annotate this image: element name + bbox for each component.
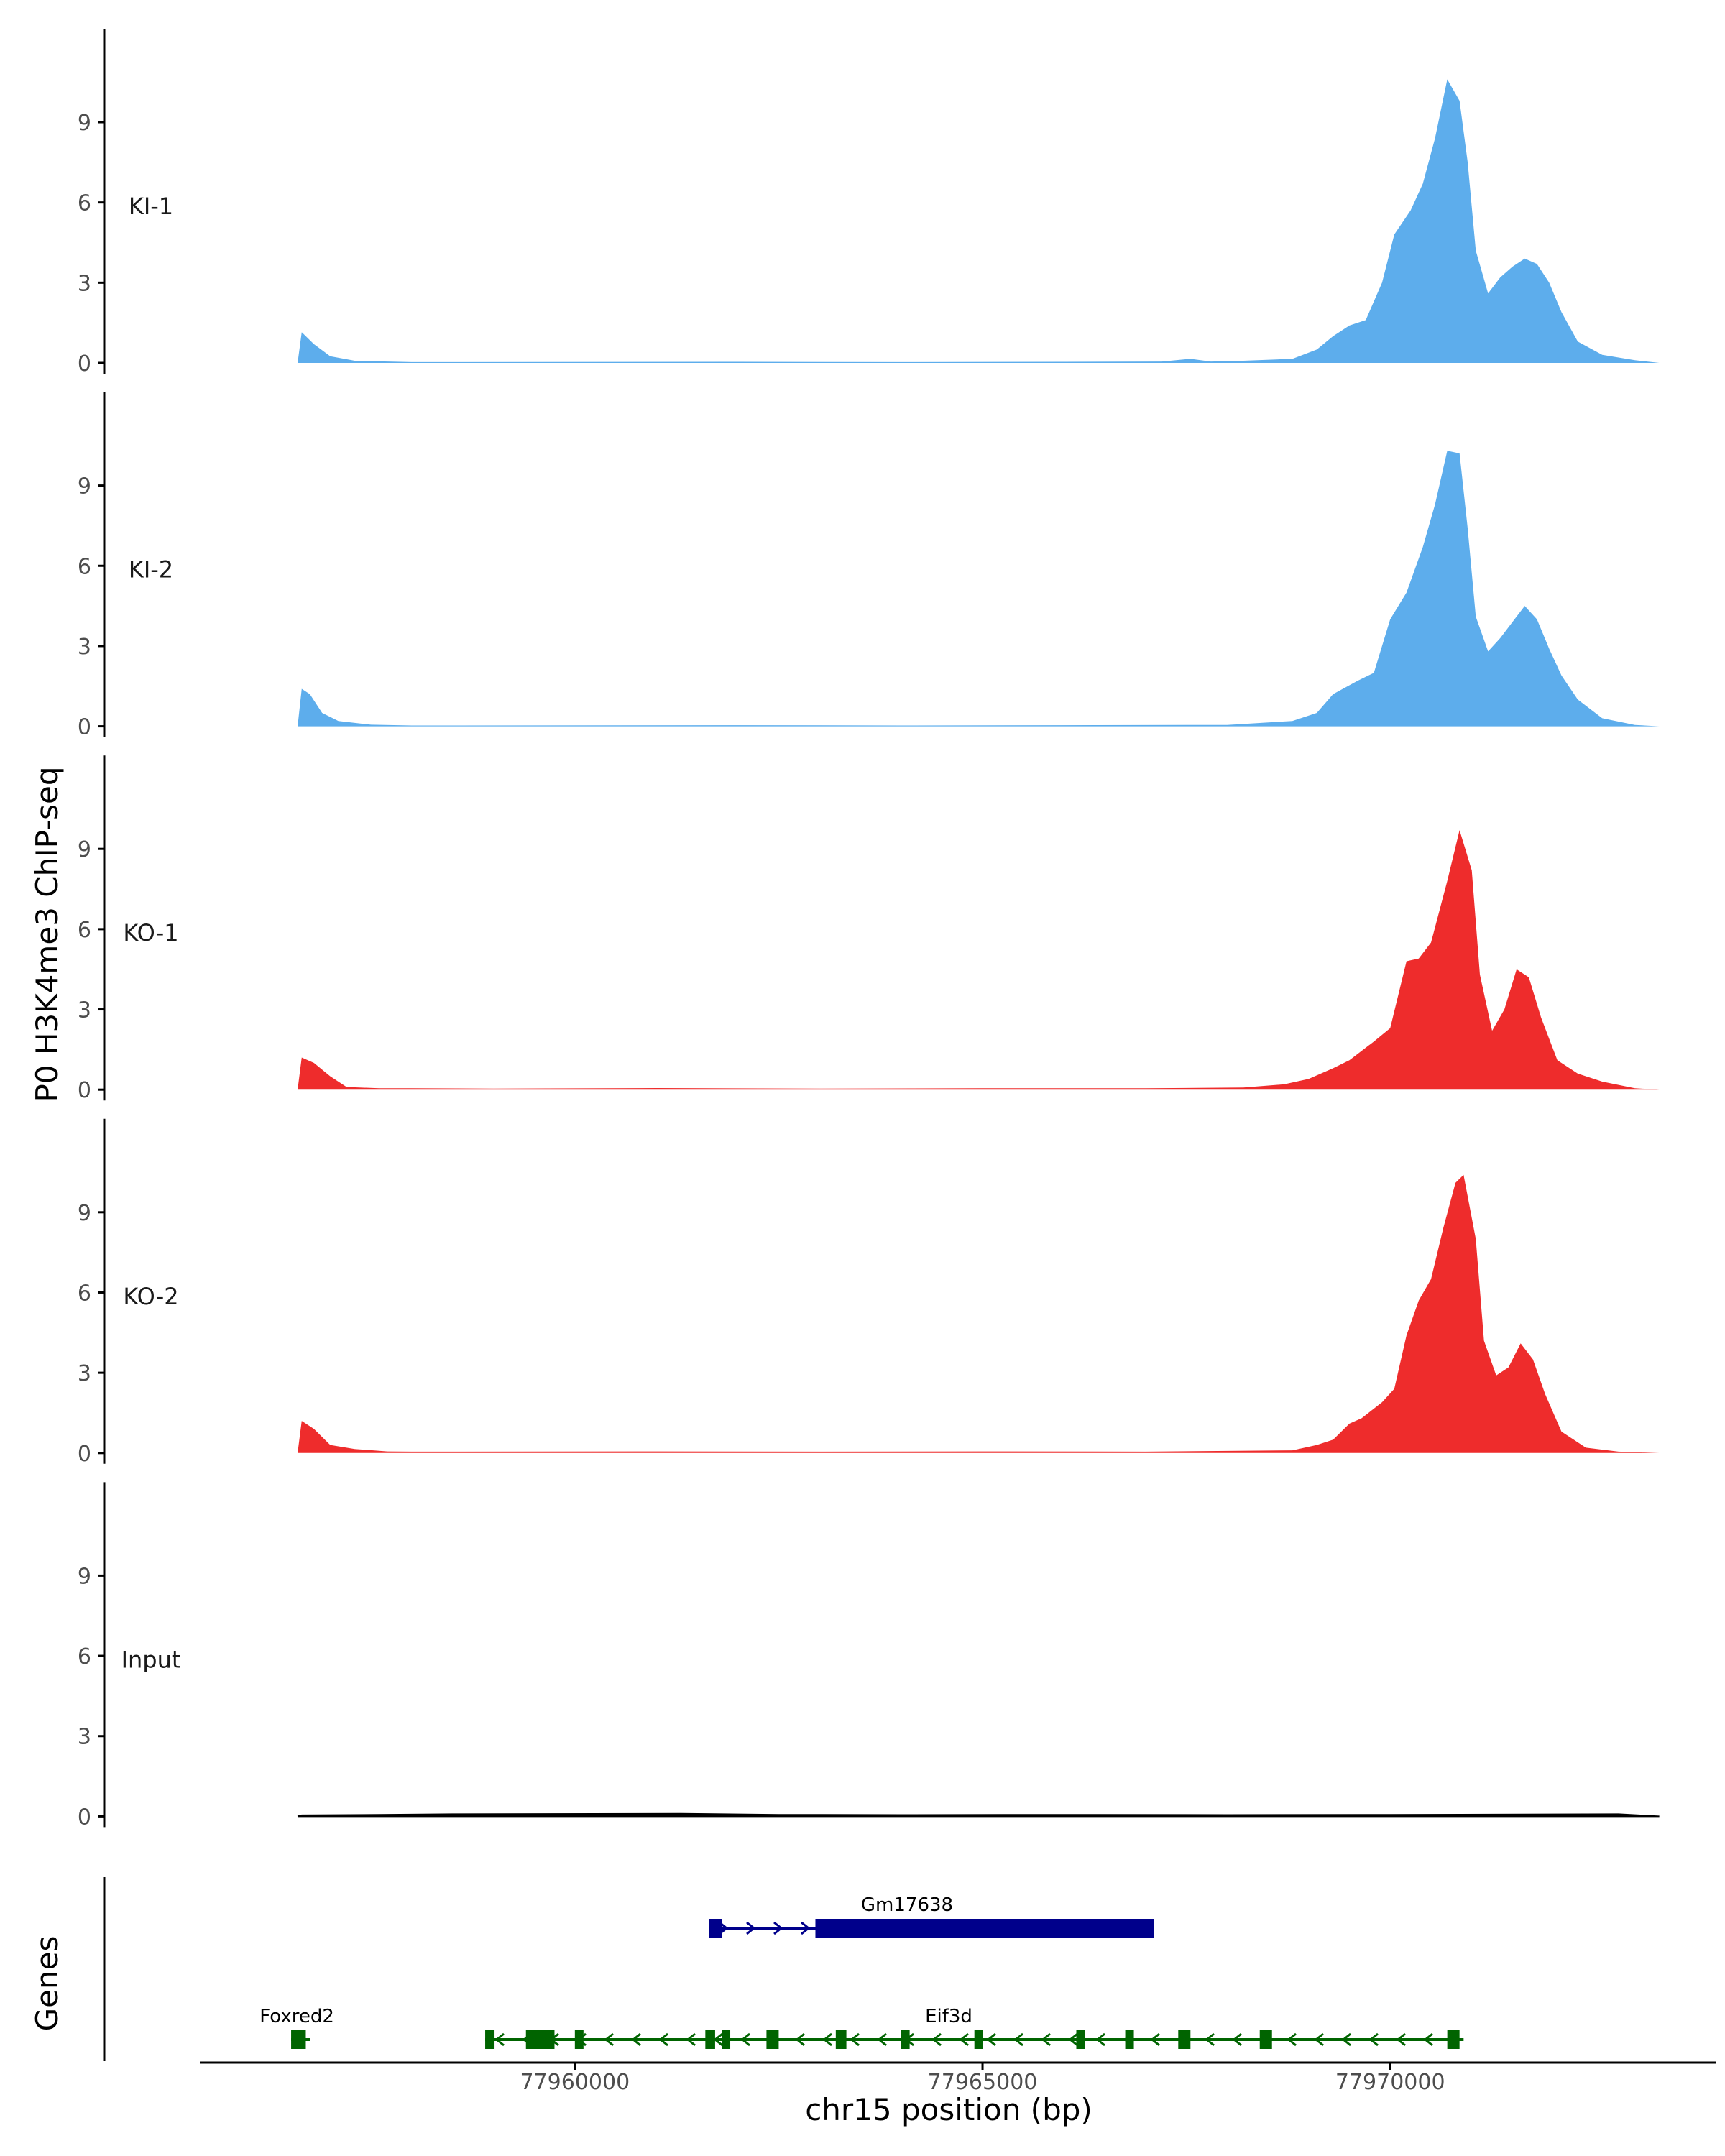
track-label: Input	[121, 1646, 181, 1673]
y-tick-label: 6	[78, 554, 91, 579]
y-tick-label: 3	[78, 1361, 91, 1386]
strand-arrow	[1068, 2032, 1078, 2047]
gene-name-label: Foxred2	[259, 2006, 334, 2027]
strand-arrow	[959, 2032, 969, 2047]
y-tick-label: 3	[78, 271, 91, 296]
track-label: KI-1	[129, 193, 173, 220]
exon	[709, 1919, 722, 1938]
strand-arrow	[822, 2032, 832, 2047]
y-axis-title: P0 H3K4me3 ChIP-seq	[29, 766, 65, 1102]
strand-arrow	[850, 2032, 860, 2047]
track-label: KO-1	[123, 919, 178, 946]
gene-gm17638: Gm17638	[709, 1894, 1154, 1938]
y-tick-label: 9	[78, 111, 91, 136]
track-ko-1: 0 3 6 9 KO-1	[78, 755, 1660, 1103]
y-tick-label: 9	[78, 837, 91, 862]
strand-arrow	[631, 2032, 641, 2047]
y-tick-label: 6	[78, 1281, 91, 1306]
signal-area-ko-2	[298, 1174, 1660, 1453]
gene-foxred2: Foxred2	[259, 2006, 334, 2049]
exon	[1259, 2030, 1272, 2049]
exon	[1125, 2030, 1134, 2049]
gene-name-label: Gm17638	[861, 1894, 953, 1916]
exon	[722, 2030, 731, 2049]
tracks-layer: 0 3 6 9 KI-1 0 3 6 9 KI-2 0 3 6 9 KO-1 0 3 6 9 KO-2 0 3 6 9 Inpu…	[78, 29, 1660, 1830]
y-tick-label: 9	[78, 1564, 91, 1589]
strand-arrow	[740, 2032, 750, 2047]
strand-arrow	[1341, 2032, 1351, 2047]
strand-arrow	[1396, 2032, 1406, 2047]
exon	[1076, 2030, 1085, 2049]
x-tick-label: 77965000	[928, 2070, 1038, 2095]
exon	[1178, 2030, 1191, 2049]
track-label: KI-2	[129, 556, 173, 584]
strand-arrow	[1205, 2032, 1215, 2047]
y-tick-label: 0	[78, 351, 91, 377]
exon	[291, 2030, 306, 2049]
exon	[574, 2030, 584, 2049]
x-tick-label: 77970000	[1335, 2070, 1445, 2095]
y-tick-label: 0	[78, 1805, 91, 1830]
strand-arrow	[1368, 2032, 1379, 2047]
signal-area-ki-2	[298, 451, 1660, 727]
track-ki-2: 0 3 6 9 KI-2	[78, 392, 1660, 740]
genes-axis-title: Genes	[29, 1936, 65, 2032]
strand-arrow	[1314, 2032, 1324, 2047]
strand-arrow	[801, 1921, 811, 1935]
strand-arrow	[713, 2032, 723, 2047]
y-tick-label: 0	[78, 1442, 91, 1467]
track-label: KO-2	[123, 1283, 178, 1310]
strand-arrow	[1013, 2032, 1024, 2047]
y-tick-label: 0	[78, 1078, 91, 1103]
track-input: 0 3 6 9 Input	[78, 1482, 1660, 1830]
x-tick-label: 77960000	[520, 2070, 630, 2095]
exon	[705, 2030, 715, 2049]
y-tick-label: 6	[78, 191, 91, 216]
gene-name-label: Eif3d	[925, 2006, 972, 2027]
strand-arrow	[877, 2032, 887, 2047]
strand-arrow	[1041, 2032, 1051, 2047]
y-tick-label: 3	[78, 635, 91, 660]
y-tick-label: 3	[78, 1725, 91, 1750]
strand-arrow	[932, 2032, 942, 2047]
strand-arrow	[658, 2032, 668, 2047]
strand-arrow	[1232, 2032, 1242, 2047]
track-ki-1: 0 3 6 9 KI-1	[78, 29, 1660, 377]
signal-area-ko-1	[298, 830, 1660, 1090]
strand-arrow	[795, 2032, 805, 2047]
gene-eif3d: Eif3d	[485, 2006, 1464, 2049]
strand-arrow	[494, 2032, 505, 2047]
strand-arrow	[1150, 2032, 1160, 2047]
strand-arrow	[1287, 2032, 1297, 2047]
y-tick-label: 3	[78, 998, 91, 1023]
strand-arrow	[986, 2032, 996, 2047]
y-tick-label: 6	[78, 1644, 91, 1669]
strand-arrow	[719, 1921, 729, 1935]
track-ko-2: 0 3 6 9 KO-2	[78, 1118, 1660, 1467]
strand-arrow	[773, 1921, 783, 1935]
exon	[525, 2030, 555, 2049]
strand-arrow	[1095, 2032, 1105, 2047]
exon	[974, 2030, 983, 2049]
y-tick-label: 9	[78, 1201, 91, 1226]
genes-layer: Gm17638 Foxred2 Eif3d	[103, 1877, 1464, 2061]
exon	[1447, 2030, 1460, 2049]
y-tick-label: 9	[78, 474, 91, 499]
strand-arrow	[746, 1921, 756, 1935]
signal-area-ki-1	[298, 79, 1660, 364]
strand-arrow	[686, 2032, 696, 2047]
strand-arrow	[604, 2032, 614, 2047]
y-tick-label: 0	[78, 715, 91, 740]
exon	[835, 2030, 847, 2049]
exon	[485, 2030, 494, 2049]
x-axis-title: chr15 position (bp)	[805, 2092, 1092, 2127]
y-tick-label: 6	[78, 918, 91, 943]
exon	[901, 2030, 910, 2049]
x-ticks: 77960000 77965000 77970000	[520, 2063, 1445, 2095]
exon	[815, 1919, 1154, 1938]
exon	[766, 2030, 779, 2049]
strand-arrow	[1423, 2032, 1433, 2047]
signal-area-input	[297, 1812, 1660, 1818]
